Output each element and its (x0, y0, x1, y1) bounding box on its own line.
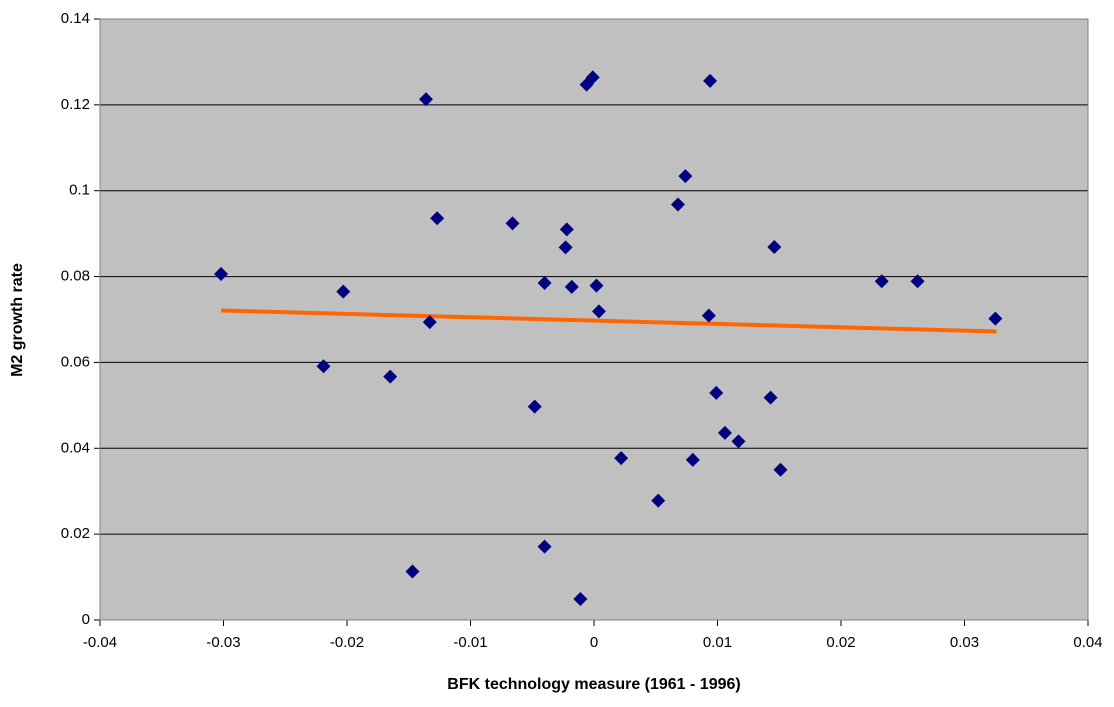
y-tick-label: 0 (82, 611, 90, 628)
x-tick-label: 0.04 (1073, 634, 1102, 651)
point (773, 462, 788, 477)
y-tick-label: 0.04 (61, 439, 90, 456)
point (558, 240, 573, 255)
point (559, 222, 574, 237)
point (717, 425, 732, 440)
point (763, 390, 778, 405)
x-tick-label: 0.02 (826, 634, 855, 651)
plot-border (99, 18, 1089, 621)
point (573, 591, 588, 606)
point (214, 266, 229, 281)
point (874, 274, 889, 289)
x-tick-label: 0.01 (703, 634, 732, 651)
point (430, 211, 445, 226)
trendline (220, 308, 997, 334)
point (988, 311, 1003, 326)
point (678, 169, 693, 184)
x-tick-label: 0.03 (950, 634, 979, 651)
point (585, 70, 600, 85)
point (685, 452, 700, 467)
point (419, 92, 434, 107)
point (701, 308, 716, 323)
y-axis-title: M2 growth rate (9, 263, 26, 377)
point (651, 493, 666, 508)
y-tick-label: 0.14 (61, 10, 90, 27)
x-tick-label: 0 (590, 634, 598, 651)
point (731, 434, 746, 449)
point (589, 278, 604, 293)
point (767, 239, 782, 254)
point (709, 385, 724, 400)
point (336, 284, 351, 299)
point (614, 451, 629, 466)
x-tick-label: -0.02 (330, 634, 364, 651)
point (405, 564, 420, 579)
point (527, 399, 542, 414)
point (670, 197, 685, 212)
y-tick-label: 0.06 (61, 353, 90, 370)
x-tick-label: -0.04 (83, 634, 117, 651)
point (537, 539, 552, 554)
point (537, 276, 552, 291)
y-tick-label: 0.02 (61, 525, 90, 542)
point (564, 279, 579, 294)
point (383, 369, 398, 384)
x-tick-label: -0.01 (453, 634, 487, 651)
point (703, 73, 718, 88)
x-tick-label: -0.03 (206, 634, 240, 651)
point (505, 216, 520, 231)
point (910, 274, 925, 289)
y-tick-label: 0.1 (69, 182, 90, 199)
y-tick-label: 0.12 (61, 96, 90, 113)
point (316, 359, 331, 374)
y-tick-label: 0.08 (61, 268, 90, 285)
point (422, 315, 437, 330)
point (591, 304, 606, 319)
x-axis-title: BFK technology measure (1961 - 1996) (447, 676, 740, 693)
